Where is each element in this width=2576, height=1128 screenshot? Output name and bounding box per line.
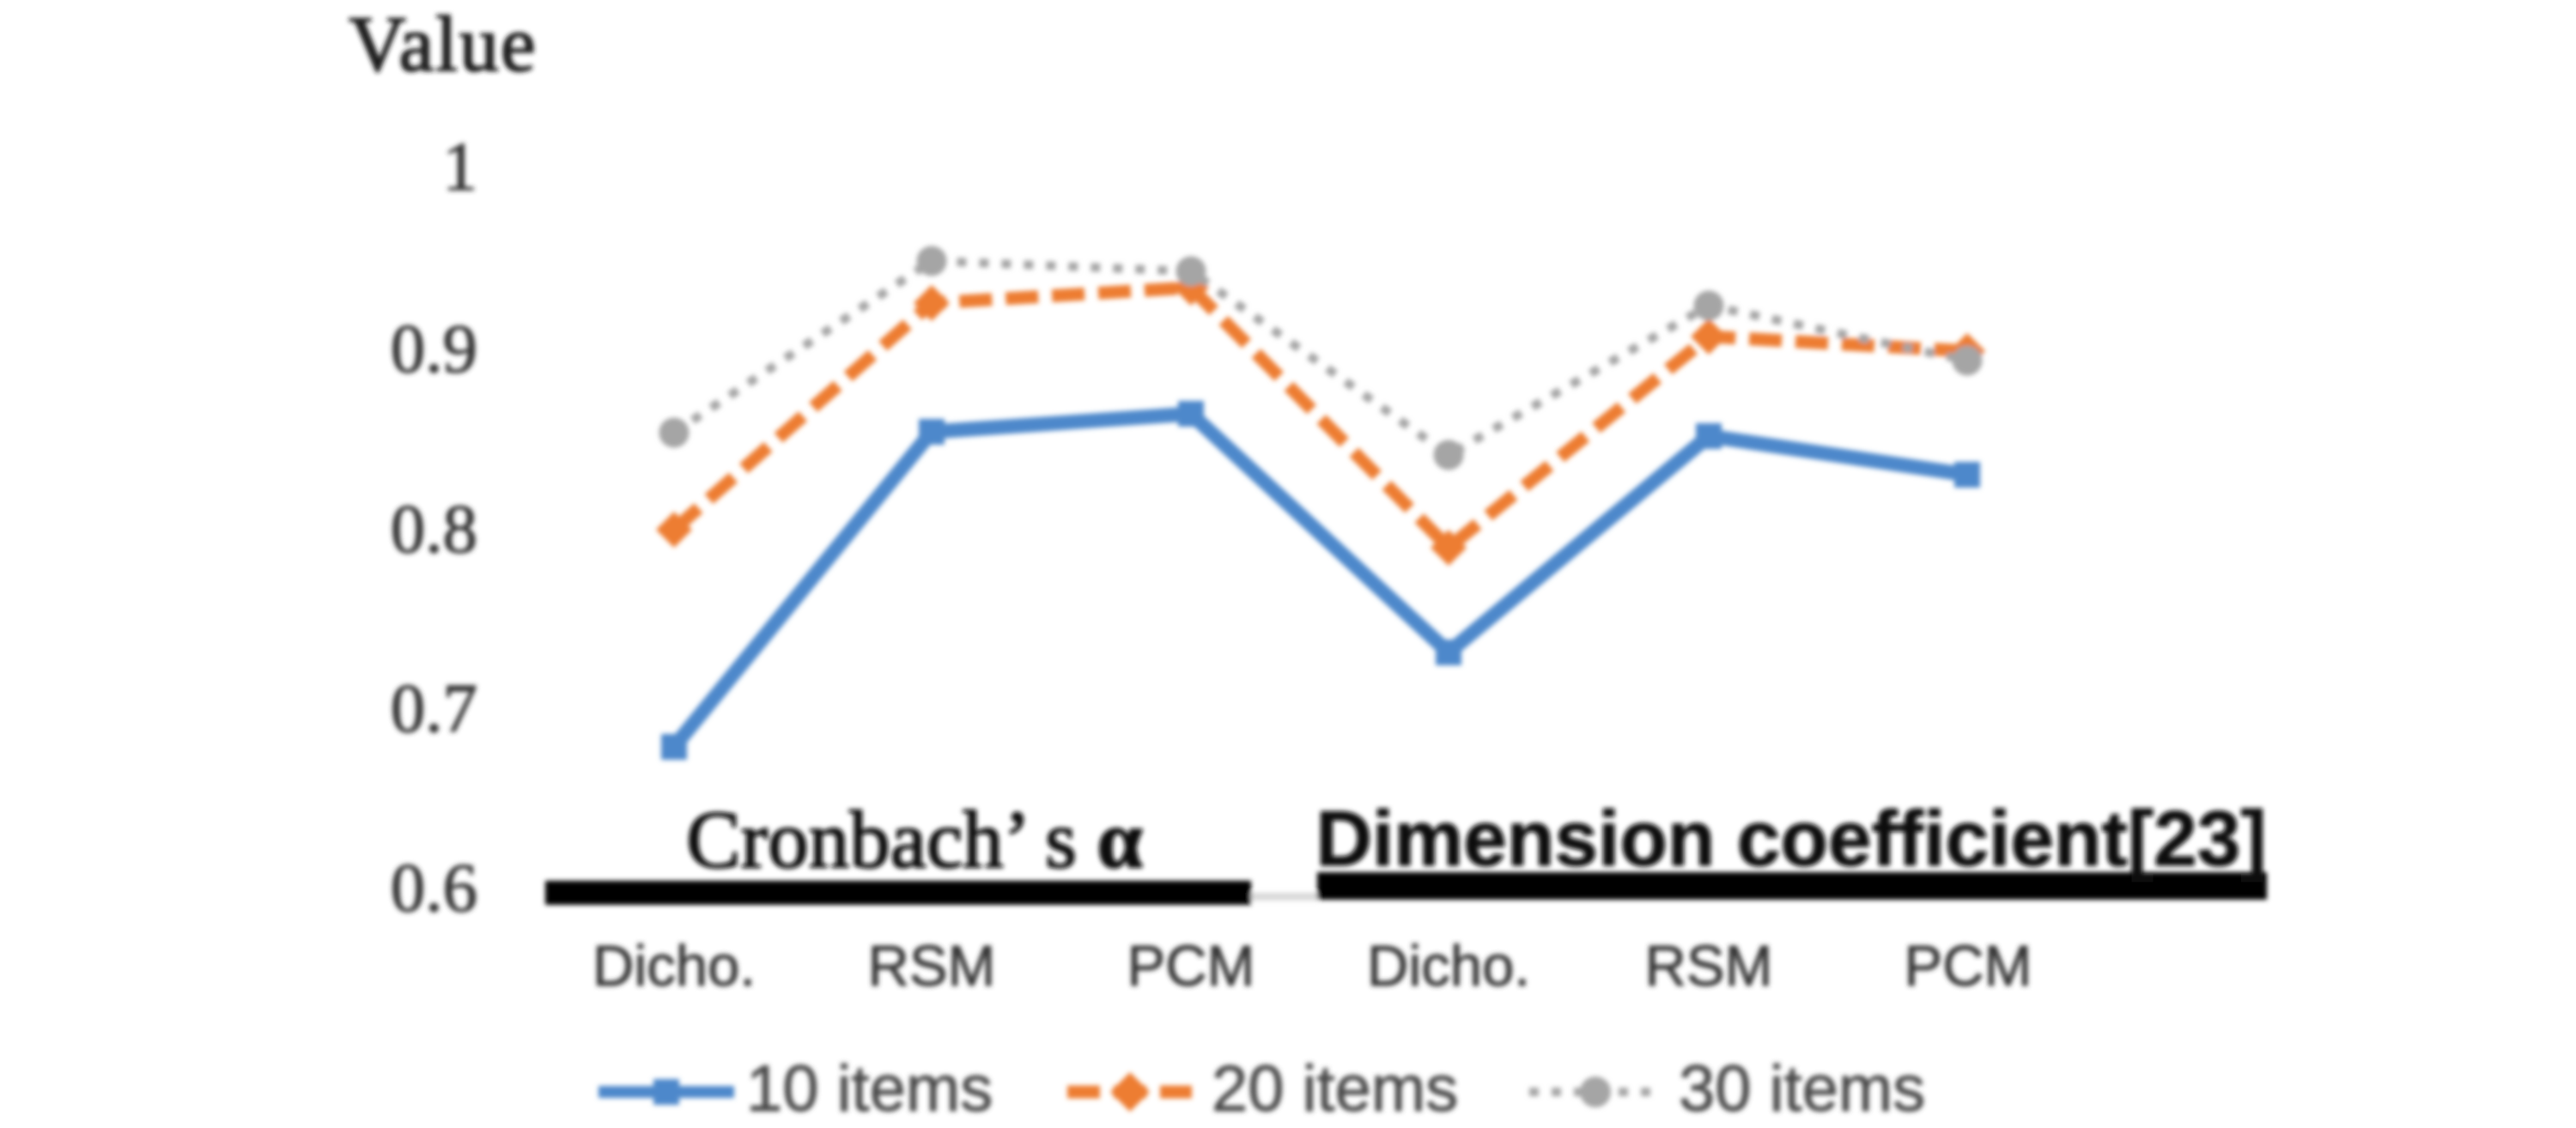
svg-text:20 items: 20 items: [1212, 1052, 1458, 1125]
svg-text:10 items: 10 items: [746, 1052, 993, 1125]
svg-text:Dimension coefficient[23]: Dimension coefficient[23]: [1315, 796, 2266, 882]
svg-text:0.9: 0.9: [391, 310, 477, 387]
svg-text:0.8: 0.8: [391, 490, 477, 567]
svg-text:Dicho.: Dicho.: [592, 934, 756, 998]
svg-text:PCM: PCM: [1905, 934, 2032, 998]
svg-text:0.7: 0.7: [391, 670, 477, 747]
svg-text:30 items: 30 items: [1679, 1052, 1925, 1125]
svg-text:1: 1: [443, 128, 478, 205]
svg-text:0.6: 0.6: [391, 849, 477, 926]
svg-text:Value: Value: [349, 0, 537, 88]
svg-text:RSM: RSM: [868, 934, 996, 998]
svg-text:Cronbach’ s α: Cronbach’ s α: [686, 794, 1142, 885]
svg-text:Dicho.: Dicho.: [1367, 934, 1530, 998]
svg-text:RSM: RSM: [1645, 934, 1773, 998]
svg-text:PCM: PCM: [1127, 934, 1255, 998]
